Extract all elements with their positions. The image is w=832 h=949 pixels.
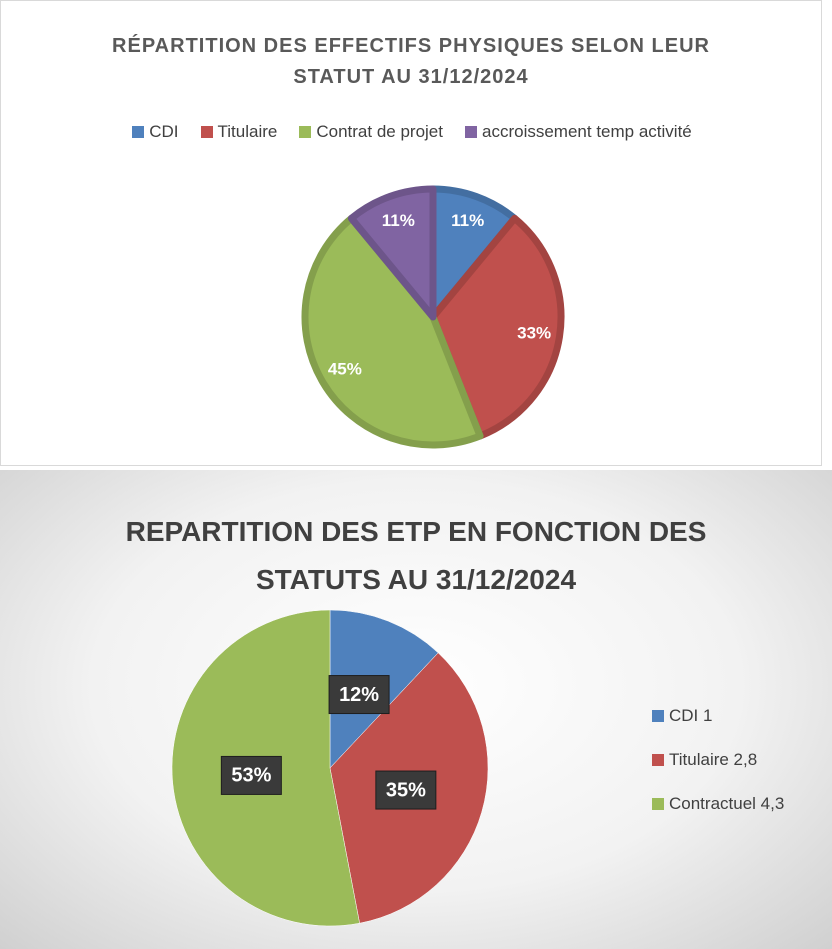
data-label: 33% — [517, 324, 551, 343]
data-label: 11% — [382, 211, 415, 230]
legend-item: CDI 1 — [652, 706, 784, 726]
data-label: 45% — [328, 360, 362, 379]
data-label: 35% — [386, 779, 426, 801]
legend-label: Contrat de projet — [316, 122, 443, 141]
pie-slice — [347, 185, 437, 321]
legend-swatch — [200, 126, 213, 138]
legend-item: Titulaire — [200, 122, 278, 142]
chart-title: RÉPARTITION DES EFFECTIFS PHYSIQUES SELO… — [112, 35, 710, 88]
data-label: 12% — [339, 684, 379, 706]
label-box — [375, 770, 437, 810]
legend-swatch — [652, 754, 664, 766]
legend-item: Contrat de projet — [299, 122, 443, 142]
legend-item: CDI — [132, 122, 179, 142]
data-label: 11% — [451, 211, 484, 230]
legend-swatch — [465, 126, 477, 138]
legend-label: accroissement temp activité — [482, 122, 692, 141]
legend-swatch — [132, 126, 145, 138]
legend: CDI Titulaire Contrat de projet accroisseme… — [1, 122, 823, 142]
chart-title: REPARTITION DES ETP EN FONCTION DES STAT… — [125, 516, 707, 595]
label-box — [220, 755, 282, 795]
legend-label: Contractuel 4,3 — [669, 794, 785, 813]
legend-swatch — [299, 126, 312, 138]
legend-item: Contractuel 4,3 — [652, 794, 784, 814]
legend-swatch — [652, 798, 664, 810]
legend-label: CDI 1 — [669, 706, 713, 725]
legend-item: accroissement temp activité — [465, 122, 692, 142]
legend-swatch — [652, 710, 664, 722]
pie-slice — [429, 214, 565, 440]
legend-item: Titulaire 2,8 — [652, 750, 784, 770]
data-label: 53% — [231, 765, 271, 787]
pie-slice — [301, 214, 484, 449]
chart-panel: 12% 35% 53% REPARTITION DES ETP EN FONCTIO… — [0, 470, 832, 949]
pie-chart: 11% 33% 45% 11% — [301, 185, 565, 449]
legend-label: Titulaire 2,8 — [669, 750, 758, 769]
legend-label: Titulaire — [217, 122, 278, 141]
chart-panel: 11% 33% 45% 11% RÉPARTITION DES EFFECTIFS P… — [0, 0, 822, 466]
pie-chart: 12% 35% 53% — [171, 609, 489, 927]
label-box — [328, 675, 390, 715]
legend-label: CDI — [149, 122, 179, 141]
legend: CDI 1 Titulaire 2,8 Contractuel 4,3 — [652, 706, 784, 814]
